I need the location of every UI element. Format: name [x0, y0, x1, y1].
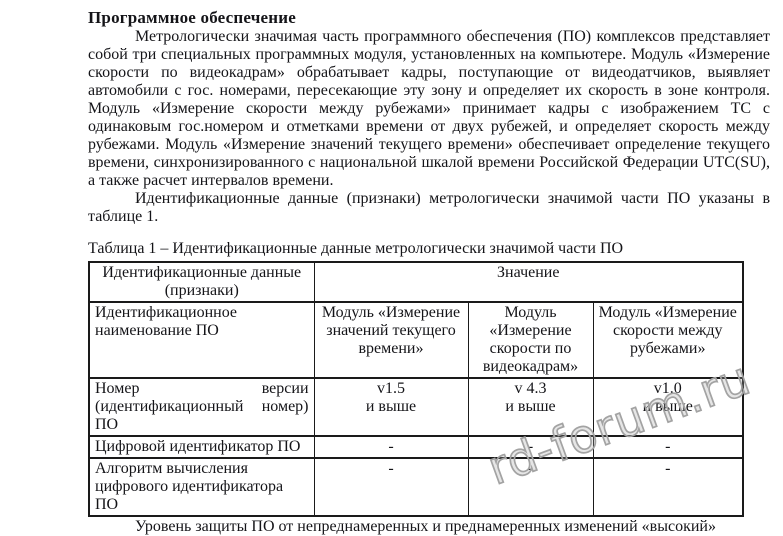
row-label-algorithm: Алгоритм вычисления цифрового идентифика…: [88, 457, 315, 517]
cell-module-sections: Модуль «Измерение скорости между рубежам…: [592, 301, 744, 379]
table-caption: Таблица 1 – Идентификационные данные мет…: [88, 240, 624, 257]
cell-version-time: v1.5 и выше: [313, 377, 469, 437]
identification-data-table: Идентификационные данные (признаки) Знач…: [88, 261, 744, 517]
cell-algorithm-sections: -: [592, 457, 744, 517]
body-paragraph-2: Идентификационные данные (признаки) метр…: [88, 190, 770, 225]
version-label-line2: (идентификационный номер): [95, 398, 309, 415]
header-cell-line2: (признаки): [164, 282, 239, 299]
header-cell-id-data: Идентификационные данные (признаки): [88, 261, 315, 303]
cut-off-bottom-line: Уровень защиты ПО от непреднамеренных и …: [135, 518, 716, 535]
cell-module-time: Модуль «Измерение значений текущего врем…: [313, 301, 469, 379]
cell-version-sections: v1.0 и выше: [592, 377, 744, 437]
section-heading: Программное обеспечение: [88, 8, 296, 27]
row-label-name: Идентификационное наименование ПО: [88, 301, 315, 379]
row-label-digital-id: Цифровой идентификатор ПО: [88, 435, 315, 459]
cell-module-frames: Модуль «Измерение скорости по видеокадра…: [467, 301, 594, 379]
table-row-algorithm: Алгоритм вычисления цифрового идентифика…: [88, 457, 744, 517]
header-cell-line1: Идентификационные данные: [102, 264, 302, 281]
cell-digital-id-frames: -: [467, 435, 594, 459]
row-label-version: Номер версии (идентификационный номер) П…: [88, 377, 315, 437]
version-label-line1: Номер версии: [95, 380, 309, 397]
cell-algorithm-time: -: [313, 457, 469, 517]
table-row-name: Идентификационное наименование ПО Модуль…: [88, 301, 744, 379]
cell-version-frames: v 4.3 и выше: [467, 377, 594, 437]
body-paragraph-1: Метрологически значимая часть программно…: [88, 28, 770, 189]
cell-digital-id-sections: -: [592, 435, 744, 459]
table-row-digital-id: Цифровой идентификатор ПО - - -: [88, 435, 744, 459]
header-cell-value: Значение: [313, 261, 744, 303]
cell-algorithm-frames: -: [467, 457, 594, 517]
table-row-version: Номер версии (идентификационный номер) П…: [88, 377, 744, 437]
cell-digital-id-time: -: [313, 435, 469, 459]
version-label-line3: ПО: [95, 416, 119, 433]
table-header-row: Идентификационные данные (признаки) Знач…: [88, 261, 744, 303]
